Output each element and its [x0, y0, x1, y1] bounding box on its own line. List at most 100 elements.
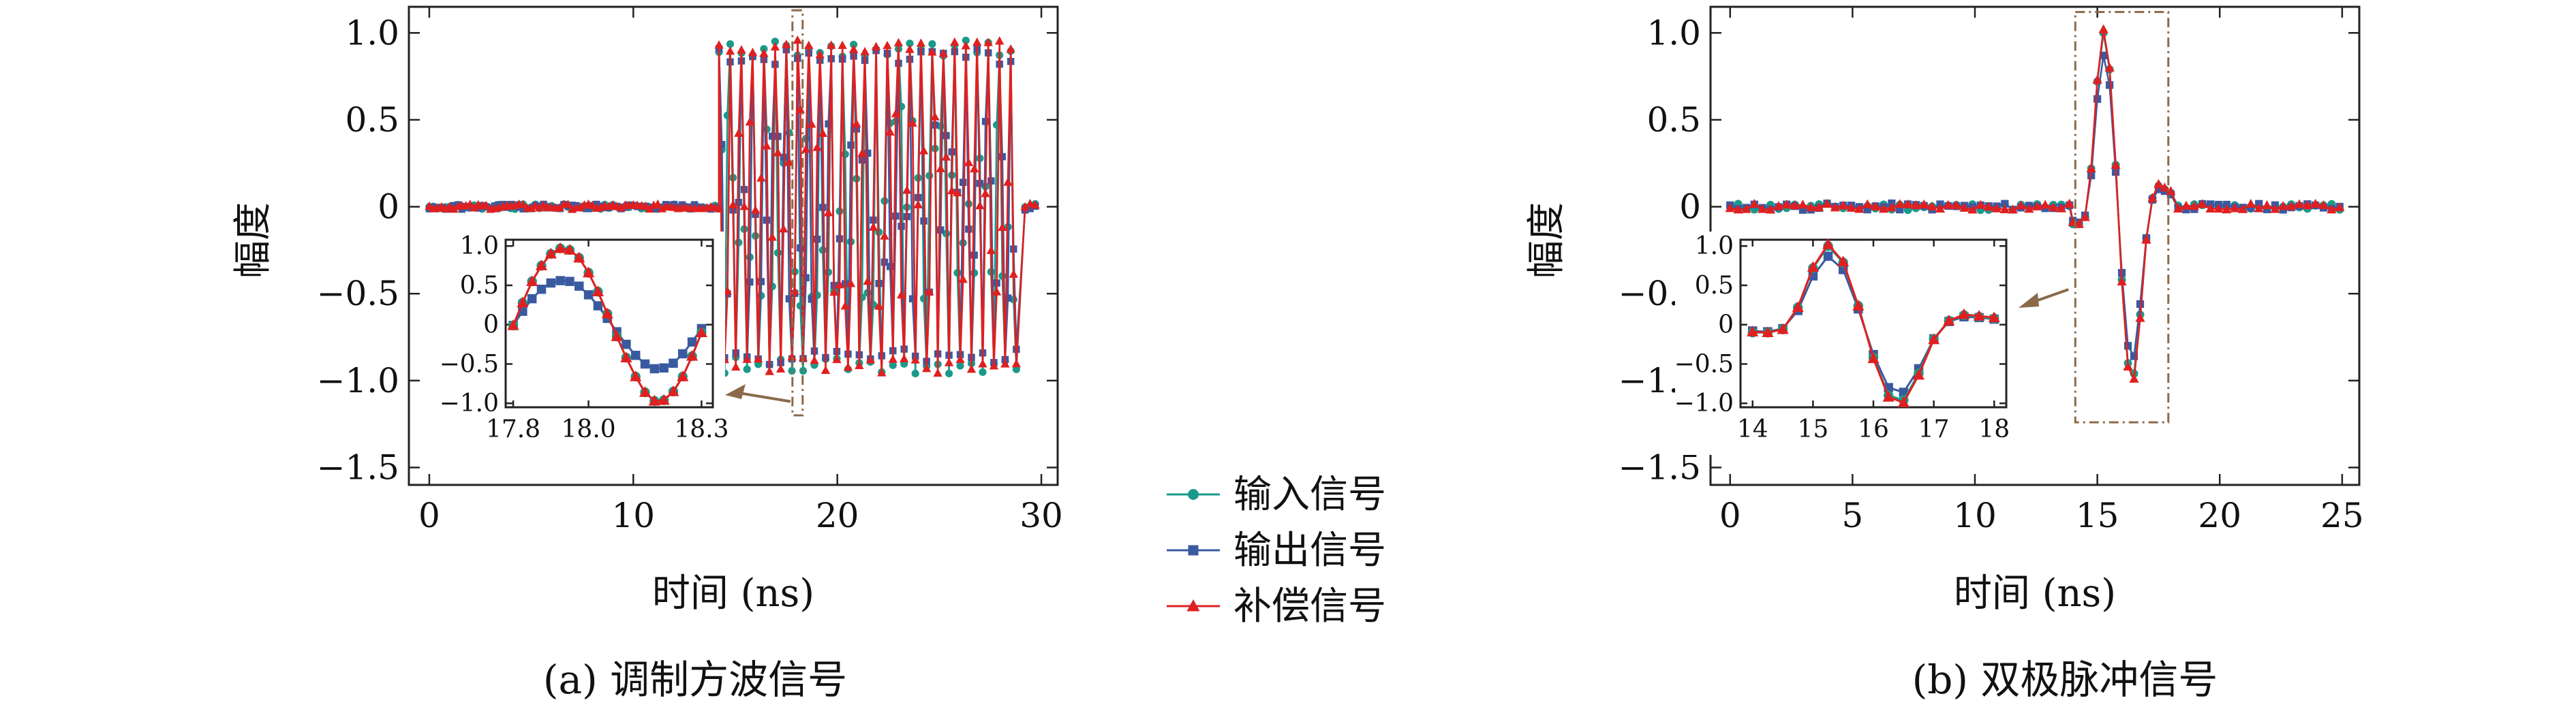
series-compensated-marker	[821, 365, 831, 375]
series-compensated-marker	[823, 208, 833, 217]
y-tick-label: −1.0	[440, 390, 499, 417]
series-output-marker	[813, 235, 821, 243]
series-compensated-marker	[2032, 201, 2042, 210]
series-compensated-marker	[1854, 204, 1865, 213]
series-output-marker	[808, 296, 816, 303]
series-input-marker	[850, 40, 858, 49]
series-compensated-marker	[896, 289, 906, 299]
series-compensated-marker	[947, 185, 957, 195]
series-compensated-marker	[953, 187, 962, 197]
series-compensated-marker	[840, 301, 850, 310]
x-tick-label: 25	[2320, 496, 2364, 535]
series-compensated-marker	[1959, 202, 1969, 212]
y-tick-label: −1.5	[317, 447, 399, 487]
inset-series-compensated-marker	[1988, 311, 2000, 323]
series-input-marker	[743, 365, 751, 373]
inset-series-compensated	[1747, 238, 2000, 407]
series-compensated-marker	[955, 354, 965, 364]
series-compensated-marker	[902, 185, 912, 194]
series-compensated-marker	[2335, 202, 2345, 212]
inset-series-compensated-marker	[517, 296, 529, 308]
series-compensated-marker	[2254, 203, 2264, 212]
caption-a: (a) 调制方波信号	[543, 657, 847, 703]
series-input-marker	[998, 272, 1007, 280]
inset-series-output-marker	[678, 349, 688, 359]
x-tick-label: 15	[2076, 496, 2119, 535]
inset-series-compensated-marker	[677, 370, 689, 381]
series-output-marker	[2105, 81, 2114, 89]
series-output-marker	[1026, 205, 1034, 212]
series-compensated-marker	[1030, 200, 1040, 209]
series-compensated-marker	[722, 286, 733, 295]
inset-series-compensated-marker	[648, 394, 660, 406]
series-compensated-marker	[2270, 204, 2280, 213]
inset-series-compensated-marker	[1822, 238, 1835, 249]
inset-chart: 14 15 16 17 18 −1.0 −0.5 0 0.5 1.0	[1674, 232, 2010, 443]
series-compensated-marker	[449, 204, 459, 213]
series-compensated-marker	[773, 148, 783, 157]
series-compensated-marker	[930, 112, 940, 121]
series-compensated-marker	[770, 42, 780, 51]
series-compensated-marker	[1976, 200, 1986, 209]
inset-series-output-marker	[640, 359, 650, 369]
series-compensated-marker	[2153, 178, 2164, 189]
series-compensated-marker	[922, 364, 932, 373]
series-compensated-marker	[1903, 199, 1913, 208]
series-compensated-marker	[2160, 182, 2170, 192]
series-compensated-marker	[2294, 199, 2305, 208]
series-output-marker	[1004, 294, 1012, 302]
y-tick-label: 0.5	[345, 100, 399, 140]
inset-series-compensated-marker	[1943, 314, 1955, 326]
series-compensated-marker	[852, 118, 861, 127]
inset-series-compensated-marker	[545, 247, 557, 259]
series-output-marker	[2136, 300, 2145, 309]
inset-series-compensated-marker	[1807, 261, 1819, 272]
series-compensated-marker	[1009, 269, 1018, 278]
series-compensated-marker	[2278, 201, 2288, 210]
series-input-marker	[962, 36, 970, 45]
inset-series-compensated-marker	[526, 275, 538, 286]
inset-series-output-marker	[527, 294, 537, 304]
series-compensated-marker	[1758, 204, 1768, 213]
series-compensated-marker	[989, 361, 999, 370]
inset-series-output-marker	[555, 276, 565, 285]
series-compensated-marker	[2117, 276, 2127, 285]
zoom-highlight-box	[791, 9, 804, 417]
series-compensated-marker	[2111, 159, 2121, 169]
series-compensated-marker	[1765, 204, 1776, 214]
series-compensated-marker	[737, 45, 746, 54]
series-output-marker	[769, 132, 776, 140]
inset-series-compensated-marker	[611, 330, 623, 341]
series-compensated-marker	[933, 368, 942, 377]
x-tick-label: 10	[611, 496, 655, 535]
series-output-marker	[825, 120, 832, 128]
inset-series-compensated-marker	[1747, 326, 1759, 336]
series-compensated-marker	[1862, 199, 1873, 208]
series-compensated-marker	[2213, 203, 2224, 213]
series-compensated-marker	[810, 356, 819, 364]
series-compensated-marker	[1967, 204, 1978, 214]
series-compensated-marker	[2237, 204, 2248, 213]
series-compensated-marker	[913, 200, 923, 208]
series-output-marker	[970, 251, 978, 259]
series-compensated-marker	[1895, 199, 1905, 208]
series-compensated-marker	[1806, 202, 1816, 212]
series-compensated-marker	[2048, 202, 2059, 212]
zoom-arrow-head	[2019, 293, 2039, 308]
series-compensated-marker	[762, 141, 771, 150]
series-compensated-marker	[2024, 204, 2034, 213]
series-input-marker	[953, 269, 962, 277]
series-compensated-marker	[827, 40, 836, 49]
series-compensated-marker	[787, 352, 797, 361]
series-compensated-marker	[863, 276, 872, 285]
series-compensated-marker	[784, 157, 794, 166]
inset-series-compensated-marker	[554, 242, 566, 253]
inset-series-compensated-marker	[1897, 396, 1910, 407]
series-output-marker	[519, 205, 527, 212]
inset-series-output-marker	[1823, 251, 1833, 262]
series-output-marker	[757, 278, 765, 285]
y-tick-label: −1.0	[317, 361, 399, 400]
series-compensated-marker	[1919, 199, 1929, 209]
series-compensated-marker	[1935, 203, 1946, 213]
